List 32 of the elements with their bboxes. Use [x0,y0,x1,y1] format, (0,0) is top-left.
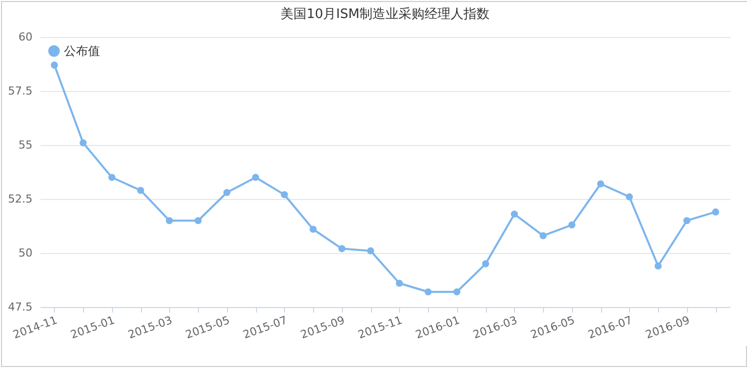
point [654,262,662,270]
point [50,62,58,69]
point [510,210,518,218]
y-tick-label: 57.5 [8,84,32,98]
point [424,288,432,296]
point [396,280,403,287]
point [568,221,576,228]
legend-label: 公布值 [64,44,100,58]
point [626,193,633,200]
point [597,180,604,188]
point [108,174,116,181]
chart-title: 美国10月ISM制造业采购经理人指数 [280,6,490,22]
point [223,188,230,196]
point [252,174,260,181]
point [367,247,374,254]
point [137,186,144,194]
point [194,217,202,224]
y-tick-label: 60 [18,30,32,44]
point [166,217,173,224]
point [80,139,87,146]
point [280,191,288,198]
y-tick-label: 50 [18,246,32,260]
point [712,208,720,216]
point [310,226,317,233]
point [338,245,346,252]
y-tick-label: 52.5 [8,192,32,206]
point [540,232,547,240]
y-tick-label: 55 [18,138,32,152]
point [453,288,460,296]
point [482,260,490,268]
point [683,217,690,224]
y-tick-label: 47.5 [8,300,32,314]
